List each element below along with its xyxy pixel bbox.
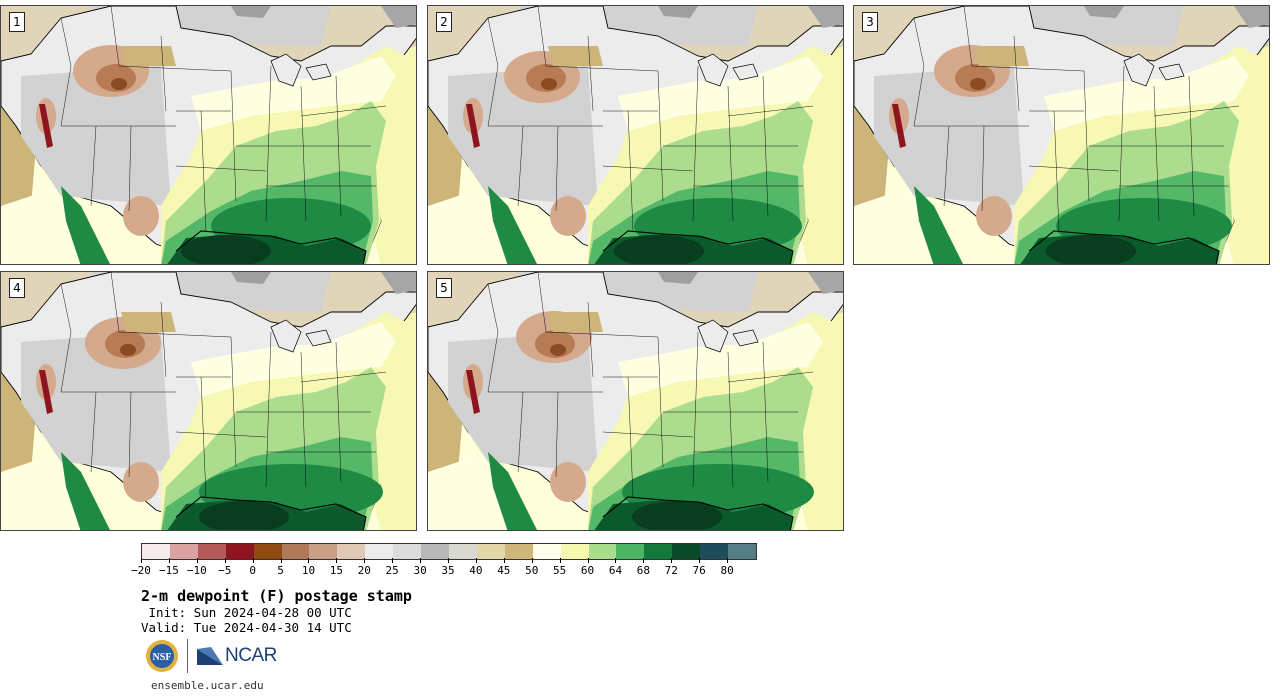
colorbar-segment	[644, 544, 673, 559]
colorbar-tick-label: 80	[720, 564, 734, 577]
map-panel: 1	[0, 5, 417, 265]
colorbar-segment	[476, 544, 505, 559]
colorbar-segment	[281, 544, 310, 559]
colorbar-tick	[224, 558, 226, 563]
map-panel: 5	[427, 271, 844, 531]
colorbar-segment	[700, 544, 729, 559]
colorbar-tick	[364, 558, 366, 563]
map-panel: 4	[0, 271, 417, 531]
colorbar-segment	[504, 544, 533, 559]
colorbar-tick-label: 50	[525, 564, 539, 577]
member-label: 4	[9, 278, 25, 298]
plot-title: 2-m dewpoint (F) postage stamp	[141, 587, 412, 605]
member-label: 1	[9, 12, 25, 32]
colorbar-segment	[421, 544, 449, 559]
colorbar-segment	[225, 544, 254, 559]
colorbar-tick-label: 15	[329, 564, 343, 577]
colorbar-segment	[309, 544, 338, 559]
colorbar-tick	[503, 558, 505, 563]
colorbar-tick-label: 76	[692, 564, 706, 577]
colorbar-tick	[475, 558, 477, 563]
dewpoint-map	[1, 6, 416, 264]
valid-time: Valid: Tue 2024-04-30 14 UTC	[141, 620, 352, 635]
colorbar-segment	[448, 544, 477, 559]
colorbar-tick-label: −5	[218, 564, 232, 577]
init-time: Init: Sun 2024-04-28 00 UTC	[141, 605, 352, 620]
colorbar-tick-label: 0	[249, 564, 256, 577]
colorbar-tick	[727, 558, 729, 563]
member-label: 5	[436, 278, 452, 298]
colorbar-tick	[699, 558, 701, 563]
colorbar-tick-label: 45	[497, 564, 511, 577]
colorbar-tick	[643, 558, 645, 563]
colorbar-tick-label: 64	[608, 564, 623, 577]
colorbar-segment	[337, 544, 366, 559]
logos: NSF NCAR	[145, 638, 277, 674]
colorbar-tick	[280, 558, 282, 563]
colorbar-tick-label: 25	[385, 564, 399, 577]
logo-divider	[187, 639, 188, 673]
colorbar-tick-label: 10	[301, 564, 316, 577]
colorbar-segment	[560, 544, 589, 559]
colorbar-tick	[420, 558, 422, 563]
colorbar-tick-label: 20	[357, 564, 371, 577]
colorbar-tick	[336, 558, 338, 563]
colorbar-segment	[616, 544, 645, 559]
colorbar-tick	[559, 558, 561, 563]
ncar-logo: NCAR	[197, 645, 277, 667]
dewpoint-map	[428, 6, 843, 264]
colorbar-tick-label: 72	[664, 564, 678, 577]
map-panel: 2	[427, 5, 844, 265]
colorbar-ticks: −20 −15 −10 −5 0 5 10 15 20 25 30 35 40 45 50 55 60 64 68 7…	[131, 558, 755, 578]
colorbar-tick-label: 5	[277, 564, 284, 577]
colorbar-tick	[615, 558, 617, 563]
colorbar-tick	[587, 558, 589, 563]
colorbar-tick-label: −10	[186, 564, 207, 577]
colorbar-tick-label: 30	[413, 564, 427, 577]
map-panel: 3	[853, 5, 1270, 265]
colorbar-segment	[253, 544, 282, 559]
colorbar-tick-label: 55	[553, 564, 567, 577]
colorbar-segment	[142, 544, 170, 559]
member-label: 2	[436, 12, 452, 32]
colorbar-segment	[728, 544, 756, 559]
colorbar-tick	[531, 558, 533, 563]
nsf-logo-text: NSF	[153, 652, 172, 663]
colorbar-tick-label: 40	[469, 564, 483, 577]
colorbar-tick-label: 60	[580, 564, 595, 577]
colorbar-tick	[196, 558, 198, 563]
ncar-swoosh-icon	[197, 647, 223, 665]
colorbar-tick-label: −15	[158, 564, 179, 577]
colorbar-segment	[588, 544, 617, 559]
colorbar-segment	[393, 544, 422, 559]
ncar-logo-text: NCAR	[225, 645, 277, 666]
colorbar-tick-label: −20	[131, 564, 151, 577]
colorbar-segment	[197, 544, 226, 559]
colorbar-segment	[532, 544, 561, 559]
colorbar-tick	[252, 558, 254, 563]
colorbar-tick	[141, 558, 142, 563]
colorbar-segment	[365, 544, 394, 559]
colorbar-segment	[672, 544, 701, 559]
colorbar-tick	[448, 558, 449, 563]
colorbar	[141, 543, 757, 560]
nsf-logo: NSF	[146, 640, 178, 672]
footer-url: ensemble.ucar.edu	[151, 679, 264, 692]
dewpoint-map	[854, 6, 1269, 264]
member-label: 3	[862, 12, 878, 32]
colorbar-tick	[168, 558, 170, 563]
colorbar-tick	[671, 558, 673, 563]
colorbar-segment	[169, 544, 198, 559]
colorbar-tick-label: 35	[441, 564, 455, 577]
colorbar-tick	[392, 558, 394, 563]
dewpoint-map	[428, 272, 843, 530]
colorbar-tick	[308, 558, 310, 563]
colorbar-tick-label: 68	[636, 564, 650, 577]
dewpoint-map	[1, 272, 416, 530]
